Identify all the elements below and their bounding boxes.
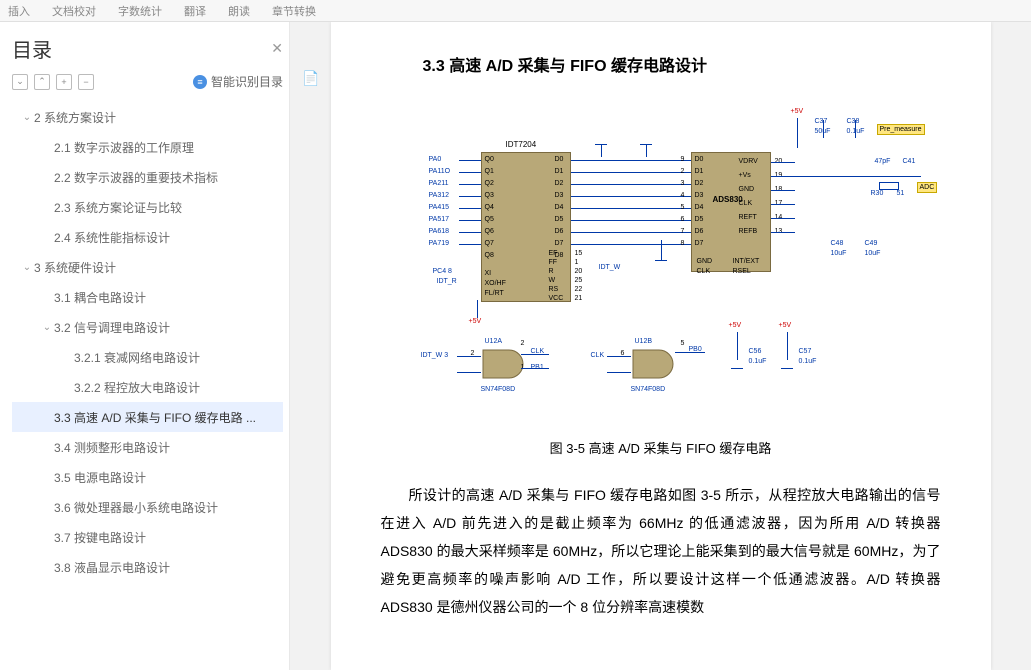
toc-item[interactable]: 3.2.2 程控放大电路设计: [12, 372, 283, 402]
net-label: IDT_W 3: [421, 352, 449, 359]
increase-level-icon[interactable]: +: [56, 74, 72, 90]
toc-item-label: 3.6 微处理器最小系统电路设计: [54, 499, 218, 516]
toc-item[interactable]: 3.3 高速 A/D 采集与 FIFO 缓存电路 ...: [12, 402, 283, 432]
decrease-level-icon[interactable]: −: [78, 74, 94, 90]
toc-item-label: 2.4 系统性能指标设计: [54, 229, 170, 246]
net-tag: ADC: [917, 182, 938, 193]
component-val: 0.1uF: [799, 358, 817, 365]
figure-caption: 图 3-5 高速 A/D 采集与 FIFO 缓存电路: [381, 438, 941, 457]
circuit-figure: IDT7204 ADS830 Q0D0PA0Q1D1PA11OQ2D2PA211…: [381, 100, 941, 420]
rail-label: +5V: [791, 108, 804, 115]
component-val: 10uF: [831, 250, 847, 257]
chip-label: IDT7204: [506, 140, 537, 149]
chevron-icon: ⌄: [40, 322, 54, 333]
toolbar-item[interactable]: 字数统计: [118, 3, 162, 19]
toolbar-item[interactable]: 朗读: [228, 3, 250, 19]
section-heading: 3.3 高速 A/D 采集与 FIFO 缓存电路设计: [423, 52, 941, 76]
toc-item[interactable]: 3.7 按键电路设计: [12, 522, 283, 552]
toc-title: 目录: [12, 34, 52, 63]
toc-item-label: 3.2.1 衰减网络电路设计: [74, 349, 200, 366]
toc-item-label: 3 系统硬件设计: [34, 259, 116, 276]
pin-num: 5: [681, 340, 685, 347]
toc-item[interactable]: 3.6 微处理器最小系统电路设计: [12, 492, 283, 522]
toc-item-label: 2.2 数字示波器的重要技术指标: [54, 169, 218, 186]
toc-item-label: 3.2.2 程控放大电路设计: [74, 379, 200, 396]
component-ref: R30: [871, 190, 884, 197]
toc-item[interactable]: 2.2 数字示波器的重要技术指标: [12, 162, 283, 192]
component-val: 51: [897, 190, 905, 197]
pin-num: 2: [521, 340, 525, 347]
close-icon[interactable]: ✕: [271, 40, 283, 57]
gate-type: SN74F08D: [481, 386, 516, 393]
collapse-all-icon[interactable]: ⌄: [12, 74, 28, 90]
toc-sidebar: 目录 ✕ ⌄ ⌃ + − ≡ 智能识别目录 ⌄2 系统方案设计2.1 数字示波器…: [0, 22, 290, 670]
smart-toc-toggle[interactable]: ≡ 智能识别目录: [193, 73, 283, 90]
gate-ref: U12B: [635, 338, 653, 345]
toc-list: ⌄2 系统方案设计2.1 数字示波器的工作原理2.2 数字示波器的重要技术指标2…: [12, 102, 283, 582]
toolbar-item[interactable]: 章节转换: [272, 3, 316, 19]
component-val: 10uF: [865, 250, 881, 257]
document-viewport: 📄 3.3 高速 A/D 采集与 FIFO 缓存电路设计 IDT7204 ADS…: [290, 22, 1031, 670]
toc-item-label: 3.8 液晶显示电路设计: [54, 559, 170, 576]
component-ref: C37: [815, 118, 828, 125]
toolbar-item[interactable]: 文档校对: [52, 3, 96, 19]
rail-label: +5V: [779, 322, 792, 329]
toc-item[interactable]: 2.3 系统方案论证与比较: [12, 192, 283, 222]
component-ref: C57: [799, 348, 812, 355]
component-ref: C56: [749, 348, 762, 355]
component-ref: C38: [847, 118, 860, 125]
net-label: PC4 8: [433, 268, 452, 275]
net-label: CLK: [591, 352, 605, 359]
toc-item[interactable]: ⌄3.2 信号调理电路设计: [12, 312, 283, 342]
toc-item-label: 3.3 高速 A/D 采集与 FIFO 缓存电路 ...: [54, 409, 256, 426]
chevron-icon: ⌄: [20, 112, 34, 123]
toc-item-label: 3.5 电源电路设计: [54, 469, 146, 486]
toc-item-label: 3.1 耦合电路设计: [54, 289, 146, 306]
toc-item-label: 2.3 系统方案论证与比较: [54, 199, 182, 216]
toc-item-label: 2.1 数字示波器的工作原理: [54, 139, 194, 156]
toc-item[interactable]: 2.4 系统性能指标设计: [12, 222, 283, 252]
toc-item-label: 2 系统方案设计: [34, 109, 116, 126]
rail-label: +5V: [469, 318, 482, 325]
document-page: 3.3 高速 A/D 采集与 FIFO 缓存电路设计 IDT7204 ADS83…: [331, 22, 991, 670]
gate-u12a: [481, 348, 536, 380]
component-val: 47pF: [875, 158, 891, 165]
body-paragraph: 所设计的高速 A/D 采集与 FIFO 缓存电路如图 3-5 所示，从程控放大电…: [381, 481, 941, 621]
component-ref: C48: [831, 240, 844, 247]
main-area: 目录 ✕ ⌄ ⌃ + − ≡ 智能识别目录 ⌄2 系统方案设计2.1 数字示波器…: [0, 22, 1031, 670]
toc-item[interactable]: ⌄2 系统方案设计: [12, 102, 283, 132]
toc-item[interactable]: 2.1 数字示波器的工作原理: [12, 132, 283, 162]
smart-icon: ≡: [193, 75, 207, 89]
toc-item[interactable]: ⌄3 系统硬件设计: [12, 252, 283, 282]
net-tag: Pre_measure: [877, 124, 925, 135]
component-val: 0.1uF: [749, 358, 767, 365]
toc-item-label: 3.2 信号调理电路设计: [54, 319, 170, 336]
toc-item-label: 3.4 测频整形电路设计: [54, 439, 170, 456]
expand-all-icon[interactable]: ⌃: [34, 74, 50, 90]
toc-item[interactable]: 3.2.1 衰减网络电路设计: [12, 342, 283, 372]
smart-label: 智能识别目录: [211, 73, 283, 90]
chevron-icon: ⌄: [20, 262, 34, 273]
toc-item[interactable]: 3.1 耦合电路设计: [12, 282, 283, 312]
toc-item[interactable]: 3.8 液晶显示电路设计: [12, 552, 283, 582]
gate-ref: U12A: [485, 338, 503, 345]
component-ref: C41: [903, 158, 916, 165]
app-toolbar: 插入 文档校对 字数统计 翻译 朗读 章节转换: [0, 0, 1031, 22]
rail-label: +5V: [729, 322, 742, 329]
component-ref: C49: [865, 240, 878, 247]
gate-type: SN74F08D: [631, 386, 666, 393]
toolbar-item[interactable]: 插入: [8, 3, 30, 19]
toc-item[interactable]: 3.4 测频整形电路设计: [12, 432, 283, 462]
document-icon: 📄: [302, 70, 319, 87]
toolbar-item[interactable]: 翻译: [184, 3, 206, 19]
toc-item[interactable]: 3.5 电源电路设计: [12, 462, 283, 492]
toc-item-label: 3.7 按键电路设计: [54, 529, 146, 546]
